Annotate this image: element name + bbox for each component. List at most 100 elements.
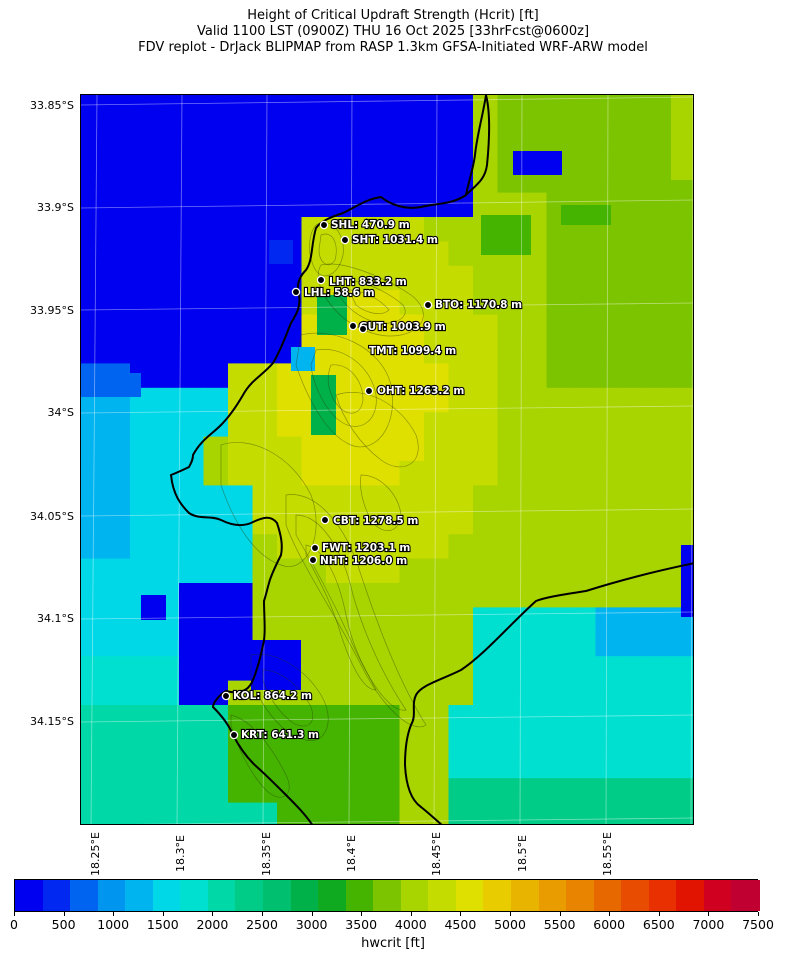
hcrit-cell — [105, 485, 131, 511]
hcrit-cell — [571, 119, 597, 145]
hcrit-cell — [228, 143, 254, 169]
hcrit-cell — [326, 436, 352, 462]
hcrit-cell — [522, 607, 548, 633]
hcrit-cell — [130, 509, 156, 535]
station-lhl[interactable]: LHL: 58.6 m — [291, 286, 376, 300]
map-panel[interactable]: SHL: 470.9 m SHT: 1031.4 m LHT: 833.2 m LHL… — [80, 94, 694, 825]
hcrit-cell — [522, 558, 548, 584]
hcrit-cell — [105, 119, 131, 145]
hcrit-cell — [448, 265, 474, 291]
hcrit-cell — [252, 95, 278, 120]
station-oht[interactable]: OHT: 1263.2 m — [364, 384, 465, 398]
station-tmt[interactable]: TMT: 1099.4 m — [358, 324, 457, 358]
station-marker[interactable] — [320, 515, 330, 525]
hcrit-cell — [448, 680, 474, 706]
hcrit-cell — [326, 509, 352, 535]
station-shl[interactable]: SHL: 470.9 m — [319, 218, 411, 232]
hcrit-cell — [277, 461, 303, 486]
hcrit-cell — [228, 778, 254, 804]
hcrit-cell — [644, 436, 670, 462]
hcrit-cell — [81, 339, 107, 364]
hcrit-cell — [448, 558, 474, 584]
hcrit-cell — [252, 802, 278, 824]
hcrit-cell — [473, 558, 499, 584]
hcrit-cell — [399, 143, 425, 169]
hcrit-cell — [130, 143, 156, 169]
station-sht[interactable]: SHT: 1031.4 m — [340, 233, 439, 247]
hcrit-cell — [448, 485, 474, 511]
hcrit-cell — [326, 558, 352, 584]
hcrit-cell — [350, 241, 376, 267]
colorbar-tick-label: 6000 — [593, 917, 626, 932]
station-marker[interactable] — [340, 235, 350, 245]
hcrit-cell — [694, 168, 695, 193]
hcrit-cell — [277, 802, 303, 824]
hcrit-cell — [228, 558, 254, 584]
hcrit-cell — [203, 168, 229, 194]
hcrit-cell — [179, 583, 205, 608]
station-nht[interactable]: NHT: 1206.0 m — [308, 554, 408, 568]
hcrit-cell — [179, 339, 205, 364]
hcrit-cell — [203, 461, 229, 486]
station-marker[interactable] — [308, 555, 318, 565]
station-marker[interactable] — [229, 730, 239, 740]
station-marker[interactable] — [316, 275, 326, 285]
hcrit-cell — [571, 143, 597, 169]
station-bto[interactable]: BTO: 1170.8 m — [423, 298, 523, 312]
lon-label-18-45: 18.45°E — [430, 832, 443, 876]
hcrit-cell — [81, 680, 107, 706]
hcrit-cell — [179, 168, 205, 194]
colorbar-tick-mark — [311, 912, 313, 916]
hcrit-cell — [448, 461, 474, 486]
hcrit-cell — [252, 339, 278, 364]
hcrit-cell — [694, 803, 695, 825]
hcrit-cell — [301, 436, 327, 462]
hcrit-cell — [350, 339, 376, 364]
colorbar-tick-label: 0 — [10, 917, 18, 932]
station-cbt[interactable]: CBT: 1278.5 m — [320, 514, 419, 528]
hcrit-cell — [269, 240, 293, 264]
hcrit-cell — [694, 729, 695, 754]
station-lht[interactable]: LHT: 833.2 m — [316, 275, 408, 289]
station-gut[interactable]: GUT: 1003.9 m — [348, 320, 447, 334]
station-marker[interactable] — [221, 691, 231, 701]
hcrit-cell — [203, 656, 229, 682]
station-marker[interactable] — [423, 300, 433, 310]
station-kol[interactable]: KOL: 864.2 m — [221, 689, 313, 703]
hcrit-cell — [179, 705, 205, 730]
station-marker[interactable] — [319, 220, 329, 230]
station-marker[interactable] — [364, 386, 374, 396]
hcrit-cell — [203, 314, 229, 340]
station-marker[interactable] — [358, 324, 368, 334]
colorbar-tick-label: 2500 — [246, 917, 278, 932]
station-marker[interactable] — [348, 321, 358, 331]
hcrit-cell — [571, 461, 597, 486]
hcrit-cell — [571, 314, 597, 340]
hcrit-cell — [179, 436, 205, 462]
colorbar-swatch — [42, 880, 71, 911]
hcrit-cell — [473, 265, 499, 291]
colorbar-tick-mark — [510, 912, 511, 916]
hcrit-cell — [81, 314, 107, 340]
hcrit-cell — [301, 143, 327, 169]
hcrit-cell — [473, 729, 499, 755]
hcrit-cell — [644, 534, 670, 560]
hcrit-cell — [644, 583, 670, 608]
station-marker[interactable] — [291, 287, 301, 297]
hcrit-cell — [571, 729, 597, 755]
hcrit-cell — [694, 315, 695, 340]
map-title: Height of Critical Updraft Strength (Hcr… — [247, 8, 539, 23]
hcrit-cell — [424, 461, 450, 486]
hcrit-cell — [424, 583, 450, 608]
hcrit-cell — [448, 192, 474, 218]
station-fwt[interactable]: FWT: 1203.1 m — [310, 541, 411, 555]
hcrit-cell — [326, 534, 352, 560]
hcrit-cell — [522, 412, 548, 438]
station-krt[interactable]: KRT: 641.3 m — [229, 728, 320, 742]
hcrit-cell — [448, 583, 474, 608]
hcrit-cell — [473, 753, 499, 779]
station-marker[interactable] — [310, 543, 320, 553]
lon-label-18-5: 18.5°E — [516, 835, 529, 872]
hcrit-cell — [179, 95, 205, 120]
map-canvas[interactable]: SHL: 470.9 m SHT: 1031.4 m LHT: 833.2 mLHL… — [81, 95, 694, 825]
